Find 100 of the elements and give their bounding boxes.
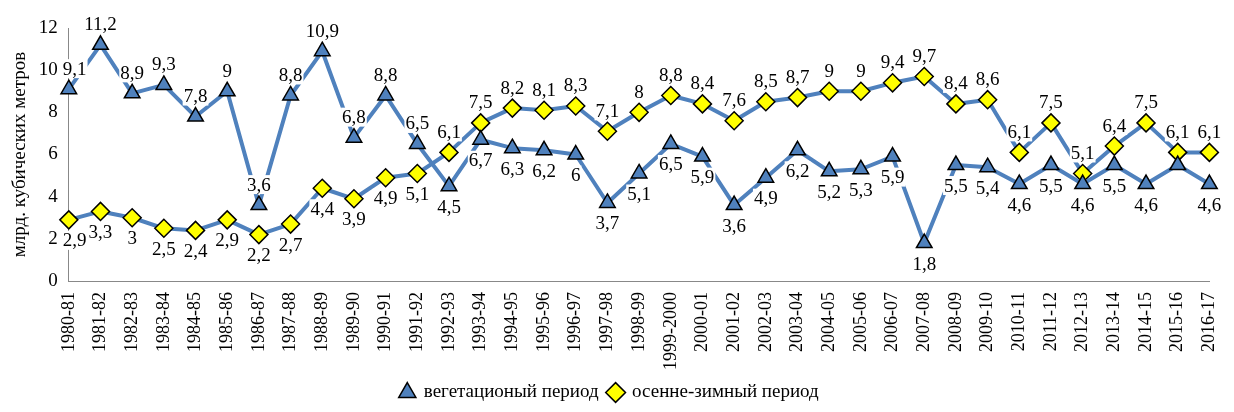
data-label: 4,6 <box>1197 193 1222 215</box>
point <box>884 146 902 162</box>
point <box>440 176 458 192</box>
point <box>377 85 395 101</box>
x-tick-label: 2014-15 <box>1134 292 1155 353</box>
data-label: 8 <box>634 80 644 102</box>
data-label: 2,2 <box>247 244 271 266</box>
x-tick-label: 2012-13 <box>1071 292 1092 353</box>
data-label: 2,9 <box>215 229 240 251</box>
point <box>757 167 775 183</box>
x-tick-label: 1990-91 <box>374 292 395 353</box>
point <box>217 210 237 230</box>
point <box>312 178 333 198</box>
data-label: 5,5 <box>1039 174 1063 196</box>
x-tick-label: 1981-82 <box>89 292 110 353</box>
data-label: 4,6 <box>1007 193 1032 215</box>
x-tick-label: 1997-98 <box>596 292 617 353</box>
y-tick-label: 12 <box>38 15 58 37</box>
point <box>819 81 839 101</box>
data-label: 9,4 <box>880 51 905 73</box>
x-tick-label: 2015-16 <box>1166 292 1187 353</box>
x-tick-label: 1992-93 <box>437 292 458 353</box>
point <box>788 140 807 156</box>
point <box>787 87 808 108</box>
point <box>280 214 301 234</box>
x-tick-label: 1980-81 <box>57 292 78 353</box>
data-label: 8,8 <box>373 63 398 85</box>
x-tick-label: 2013-14 <box>1103 292 1124 353</box>
point <box>375 167 396 188</box>
data-label: 6,1 <box>437 120 461 142</box>
data-label: 4,9 <box>753 187 778 209</box>
data-label: 5,1 <box>627 182 651 204</box>
point <box>946 94 966 114</box>
data-label: 8,6 <box>975 68 1000 90</box>
data-label: 9 <box>856 59 866 81</box>
x-tick-label: 1983-84 <box>152 292 173 353</box>
point <box>692 94 713 114</box>
y-tick-label: 2 <box>48 226 58 248</box>
point <box>756 92 776 112</box>
point <box>1104 136 1125 156</box>
data-label: 3 <box>127 227 137 249</box>
data-label: 1,8 <box>912 252 937 274</box>
data-label: 6,5 <box>405 112 430 134</box>
point <box>407 163 428 184</box>
data-label: 8,3 <box>563 74 588 96</box>
data-label: 7,6 <box>722 89 747 111</box>
data-label: 6,4 <box>1102 114 1127 136</box>
data-label: 7,5 <box>1134 91 1158 113</box>
x-tick-label: 1991-92 <box>406 292 427 353</box>
point <box>60 79 78 95</box>
x-tick-label: 1996-97 <box>564 292 585 353</box>
x-tick-label: 2011-12 <box>1039 292 1060 352</box>
data-label: 2,7 <box>278 233 303 255</box>
x-tick-label: 1998-99 <box>627 292 648 353</box>
point <box>90 201 111 222</box>
data-label: 6,1 <box>1197 120 1222 142</box>
data-label: 8,8 <box>278 63 303 85</box>
point <box>1074 174 1092 190</box>
data-label: 8,4 <box>690 72 715 94</box>
x-tick-label: 1993-94 <box>469 292 490 353</box>
data-label: 2,4 <box>183 239 208 261</box>
point <box>218 81 236 97</box>
data-label: 5,2 <box>817 180 842 202</box>
legend-label: вегетационый период <box>423 380 599 402</box>
point <box>977 89 998 110</box>
data-label: 7,8 <box>183 85 208 107</box>
point <box>154 218 174 239</box>
data-label: 7,1 <box>595 99 620 121</box>
data-label: 3,3 <box>88 220 113 242</box>
data-label: 9,7 <box>912 44 937 66</box>
x-tick-label: 2008-09 <box>944 292 965 353</box>
x-tick-label: 1982-83 <box>120 292 141 353</box>
point <box>565 96 586 116</box>
point <box>155 75 173 91</box>
data-label: 4,6 <box>1134 193 1158 215</box>
y-tick-label: 0 <box>48 268 58 290</box>
legend-label: осенне-зимный период <box>632 380 820 402</box>
data-label: 10,9 <box>305 19 339 41</box>
point <box>882 73 903 93</box>
x-tick-label: 2004-05 <box>817 292 838 353</box>
data-label: 6,1 <box>1007 120 1032 142</box>
point <box>345 127 363 143</box>
data-label: 9 <box>222 59 232 81</box>
data-label: 9,3 <box>151 53 176 75</box>
data-label: 6,7 <box>468 149 493 171</box>
data-label: 9 <box>824 59 834 81</box>
data-label: 5,3 <box>849 178 873 200</box>
data-label: 6,8 <box>342 106 366 128</box>
data-label: 6,2 <box>532 159 556 181</box>
point <box>313 41 331 57</box>
point <box>503 138 521 154</box>
x-tick-label: 2003-04 <box>786 292 807 353</box>
point <box>534 100 554 120</box>
point <box>1136 113 1156 133</box>
point <box>282 85 300 101</box>
data-label: 2,5 <box>151 237 176 259</box>
x-tick-label: 2002-03 <box>754 292 775 353</box>
data-label: 4,6 <box>1070 193 1095 215</box>
x-tick-label: 1987-88 <box>279 292 300 353</box>
point <box>1199 142 1220 163</box>
